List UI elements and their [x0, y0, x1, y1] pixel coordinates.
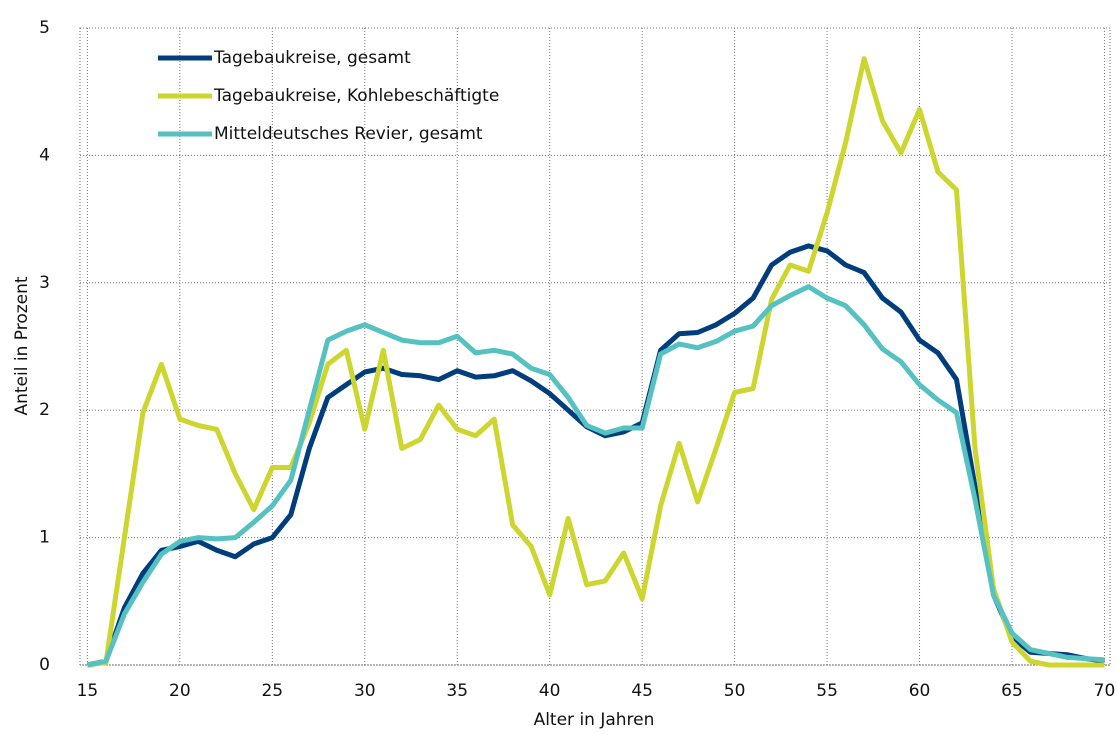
y-tick-label: 2	[39, 400, 50, 420]
y-tick-label: 1	[39, 528, 50, 548]
x-tick-label: 15	[77, 681, 99, 701]
line-series	[86, 243, 1105, 668]
x-tick-label: 20	[169, 681, 191, 701]
x-tick-label: 35	[446, 681, 468, 701]
legend-label: Tagebaukreise, gesamt	[213, 48, 411, 68]
x-tick-label: 40	[539, 681, 561, 701]
line-series	[87, 56, 1105, 668]
y-tick-label: 3	[39, 273, 50, 293]
x-tick-label: 45	[631, 681, 653, 701]
x-tick-label: 65	[1001, 681, 1023, 701]
x-axis-label: Alter in Jahren	[534, 710, 655, 730]
legend-label: Tagebaukreise, Kohlebeschäftigte	[213, 86, 499, 106]
legend-label: Mitteldeutsches Revier, gesamt	[214, 124, 483, 144]
x-tick-label: 70	[1094, 681, 1116, 701]
y-tick-label: 4	[39, 145, 50, 165]
x-tick-label: 50	[724, 681, 746, 701]
y-tick-label: 0	[39, 655, 50, 675]
x-tick-label: 60	[909, 681, 931, 701]
x-tick-label: 55	[816, 681, 838, 701]
line-series	[86, 284, 1105, 668]
y-tick-label: 5	[39, 18, 50, 38]
x-tick-label: 25	[261, 681, 283, 701]
plot-frame	[79, 27, 1111, 666]
y-axis-label: Anteil in Prozent	[12, 276, 32, 415]
x-tick-label: 30	[354, 681, 376, 701]
